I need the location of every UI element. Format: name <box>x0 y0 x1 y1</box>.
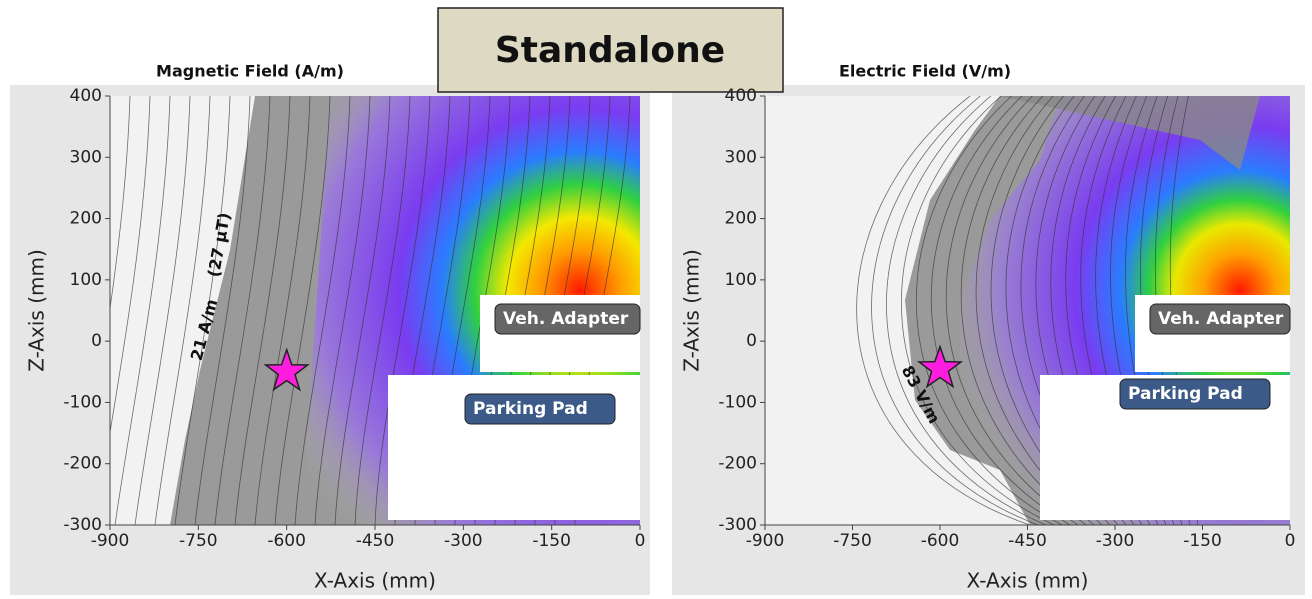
x-tick-label: 0 <box>635 531 646 551</box>
x-tick-label: -750 <box>179 531 218 551</box>
y-tick-label: 0 <box>91 331 102 351</box>
figure: Standalone Magnetic Field (A/m) Veh. Adap… <box>0 0 1312 595</box>
x-tick-label: -150 <box>532 531 571 551</box>
x-tick-label: -300 <box>1096 531 1135 551</box>
y-tick-label: 200 <box>70 209 102 229</box>
y-tick-label: 300 <box>70 147 102 167</box>
inset-label: Parking Pad <box>473 399 588 419</box>
y-tick-label: 100 <box>70 270 102 290</box>
y-tick-label: 200 <box>725 209 757 229</box>
x-axis-label: X-Axis (mm) <box>967 569 1089 593</box>
figure-title: Standalone <box>495 30 725 71</box>
y-tick-label: -100 <box>718 392 757 412</box>
y-tick-label: 300 <box>725 147 757 167</box>
y-tick-label: -300 <box>718 515 757 535</box>
panel-title: Magnetic Field (A/m) <box>156 62 344 81</box>
y-tick-label: 100 <box>725 270 757 290</box>
x-tick-label: -750 <box>833 531 872 551</box>
x-tick-label: -450 <box>356 531 395 551</box>
x-tick-label: -300 <box>444 531 483 551</box>
x-axis-label: X-Axis (mm) <box>314 569 436 593</box>
y-tick-label: -200 <box>63 454 102 474</box>
panel-title: Electric Field (V/m) <box>839 62 1011 81</box>
x-tick-label: -600 <box>267 531 306 551</box>
x-tick-label: -600 <box>921 531 960 551</box>
x-tick-label: 0 <box>1285 531 1296 551</box>
x-tick-label: -150 <box>1183 531 1222 551</box>
y-tick-label: -300 <box>63 515 102 535</box>
page: {"title": "Standalone", "chart_data": [ … <box>0 0 1312 595</box>
y-tick-label: -200 <box>718 454 757 474</box>
y-tick-label: 400 <box>70 86 102 106</box>
x-tick-label: -450 <box>1008 531 1047 551</box>
inset-label: Veh. Adapter <box>1158 309 1284 329</box>
y-tick-label: 0 <box>746 331 757 351</box>
y-tick-label: -100 <box>63 392 102 412</box>
y-axis-label: Z-Axis (mm) <box>25 249 49 372</box>
inset-label: Parking Pad <box>1128 384 1243 404</box>
y-tick-label: 400 <box>725 86 757 106</box>
y-axis-label: Z-Axis (mm) <box>680 249 704 372</box>
inset-label: Veh. Adapter <box>503 309 629 329</box>
